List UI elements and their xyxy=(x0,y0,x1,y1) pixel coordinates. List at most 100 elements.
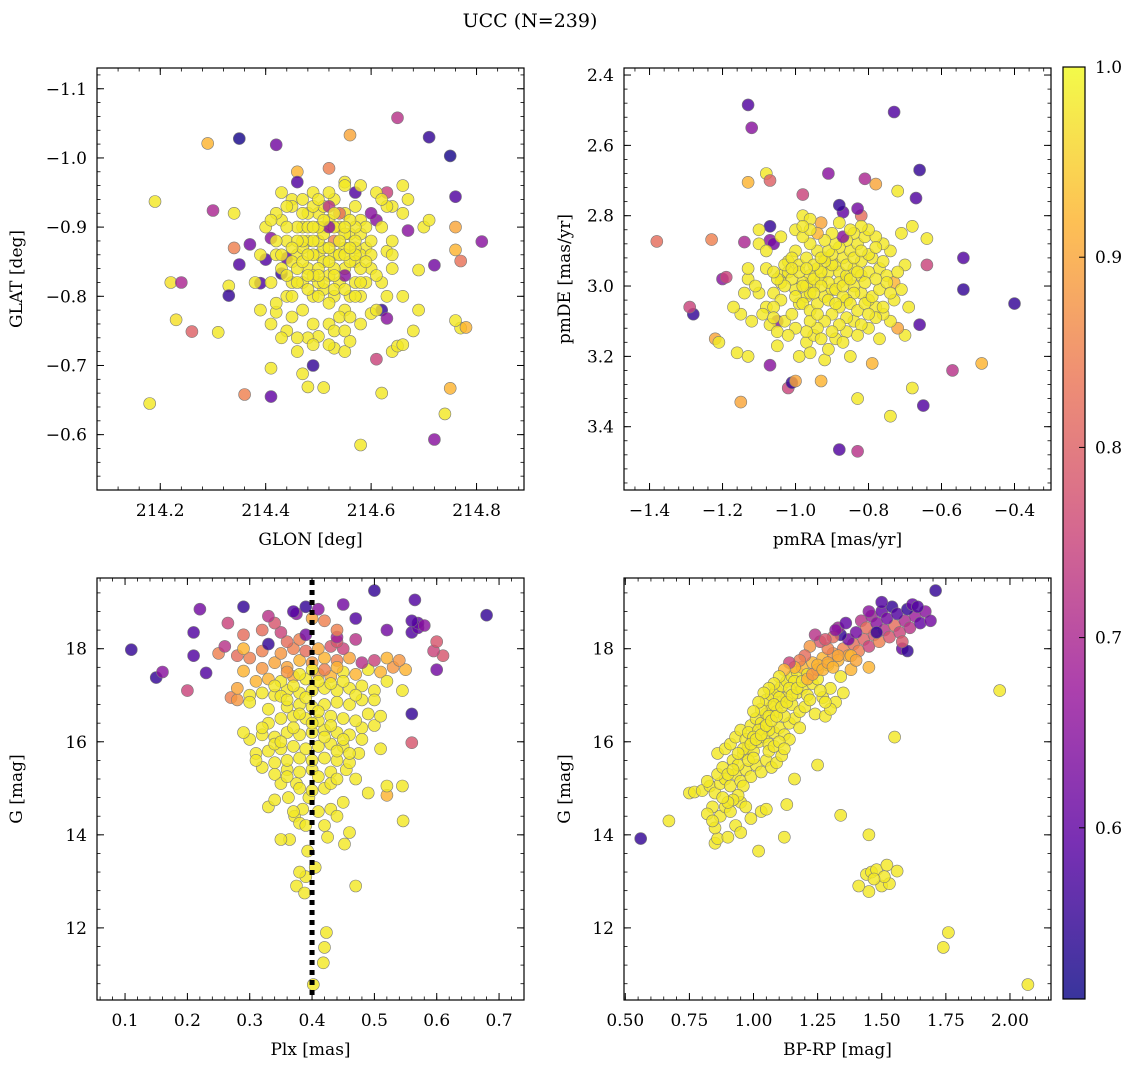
data-point xyxy=(916,399,930,412)
data-point xyxy=(730,346,744,360)
data-point xyxy=(355,679,369,693)
data-point xyxy=(318,941,331,954)
data-point xyxy=(296,367,309,381)
data-point xyxy=(237,664,250,678)
data-point xyxy=(269,234,283,248)
data-point xyxy=(125,643,138,657)
y-tick-label: −0.9 xyxy=(46,218,87,238)
data-point xyxy=(829,623,842,637)
data-point xyxy=(832,198,846,212)
data-point xyxy=(254,303,267,317)
data-point xyxy=(869,272,883,286)
data-point xyxy=(349,612,363,625)
data-point xyxy=(401,193,415,206)
data-point xyxy=(268,793,282,807)
data-point xyxy=(800,325,813,339)
data-point xyxy=(832,216,846,229)
data-point xyxy=(789,374,802,388)
data-point xyxy=(767,311,780,325)
y-tick-label: 2.8 xyxy=(587,207,614,227)
x-tick-label: 1.50 xyxy=(863,1011,901,1031)
data-point xyxy=(227,207,241,220)
data-point xyxy=(706,814,719,828)
data-point xyxy=(349,688,363,702)
x-tick-label: 2.00 xyxy=(991,1011,1029,1031)
data-point xyxy=(218,640,232,653)
data-point xyxy=(813,684,827,697)
data-point xyxy=(449,190,462,203)
data-point xyxy=(330,744,344,758)
data-point xyxy=(269,296,283,310)
data-point xyxy=(396,179,410,192)
data-point xyxy=(851,202,864,215)
data-point xyxy=(851,444,864,458)
x-tick-label: 0.6 xyxy=(423,1011,450,1031)
y-axis-label: GLAT [deg] xyxy=(7,230,27,328)
data-point xyxy=(738,235,751,249)
data-point xyxy=(324,677,338,690)
data-point xyxy=(745,121,759,135)
data-point xyxy=(268,679,282,693)
data-point xyxy=(385,262,399,275)
data-point xyxy=(936,941,950,954)
data-point xyxy=(858,172,872,186)
data-point xyxy=(385,234,399,248)
data-point xyxy=(877,870,891,884)
x-tick-label: 0.3 xyxy=(236,1011,263,1031)
colorbar-tick-label: 0.9 xyxy=(1095,248,1122,268)
data-point xyxy=(475,235,489,248)
data-point xyxy=(851,328,864,342)
data-point xyxy=(374,665,387,679)
y-axis-label: G [mag] xyxy=(7,754,27,823)
x-tick-label: −1.2 xyxy=(702,501,743,521)
data-point xyxy=(774,230,788,244)
data-point xyxy=(287,805,300,818)
data-point xyxy=(884,409,897,423)
data-point xyxy=(747,705,760,718)
data-point xyxy=(858,276,872,289)
data-point xyxy=(851,265,864,279)
data-point xyxy=(243,651,256,665)
data-point xyxy=(375,193,389,206)
data-point xyxy=(811,758,824,772)
data-point xyxy=(148,195,162,208)
x-tick-label: −0.4 xyxy=(994,501,1035,521)
data-point xyxy=(311,602,325,616)
data-point xyxy=(752,223,766,237)
data-point xyxy=(280,754,294,767)
data-point xyxy=(843,223,857,237)
data-point xyxy=(862,640,876,653)
y-tick-label: 16 xyxy=(65,733,87,753)
data-point xyxy=(793,721,807,735)
x-tick-label: 214.6 xyxy=(347,501,396,521)
data-point xyxy=(255,686,269,700)
data-point xyxy=(306,317,320,331)
data-point xyxy=(777,742,791,756)
data-point xyxy=(268,756,282,770)
data-point xyxy=(459,321,473,334)
data-point xyxy=(211,325,225,339)
data-point xyxy=(322,296,336,310)
colorbar: 0.6 0.7 0.8 0.9 1.0 xyxy=(1062,58,1122,1000)
data-point xyxy=(405,614,419,628)
data-point xyxy=(867,872,881,886)
data-point xyxy=(322,241,336,255)
panel-sky: 214.2 214.4 214.6 214.8 −1.1 −1.0 −0.9 −0.8 −0.7… xyxy=(7,67,525,550)
data-point xyxy=(330,623,344,637)
data-point xyxy=(883,630,896,644)
colorbar-tick-label: 0.7 xyxy=(1095,629,1122,649)
data-point xyxy=(343,747,356,760)
data-point xyxy=(741,262,755,275)
data-point xyxy=(359,255,373,269)
data-point xyxy=(741,98,755,112)
x-axis-label: pmRA [mas/yr] xyxy=(773,530,902,550)
data-point xyxy=(255,721,269,735)
data-point xyxy=(343,310,357,324)
y-tick-label: −1.0 xyxy=(46,149,87,169)
data-point xyxy=(290,276,304,289)
data-point xyxy=(275,186,288,199)
data-point xyxy=(905,220,919,233)
data-point xyxy=(924,614,937,628)
data-point xyxy=(370,352,383,366)
data-point xyxy=(322,338,336,352)
